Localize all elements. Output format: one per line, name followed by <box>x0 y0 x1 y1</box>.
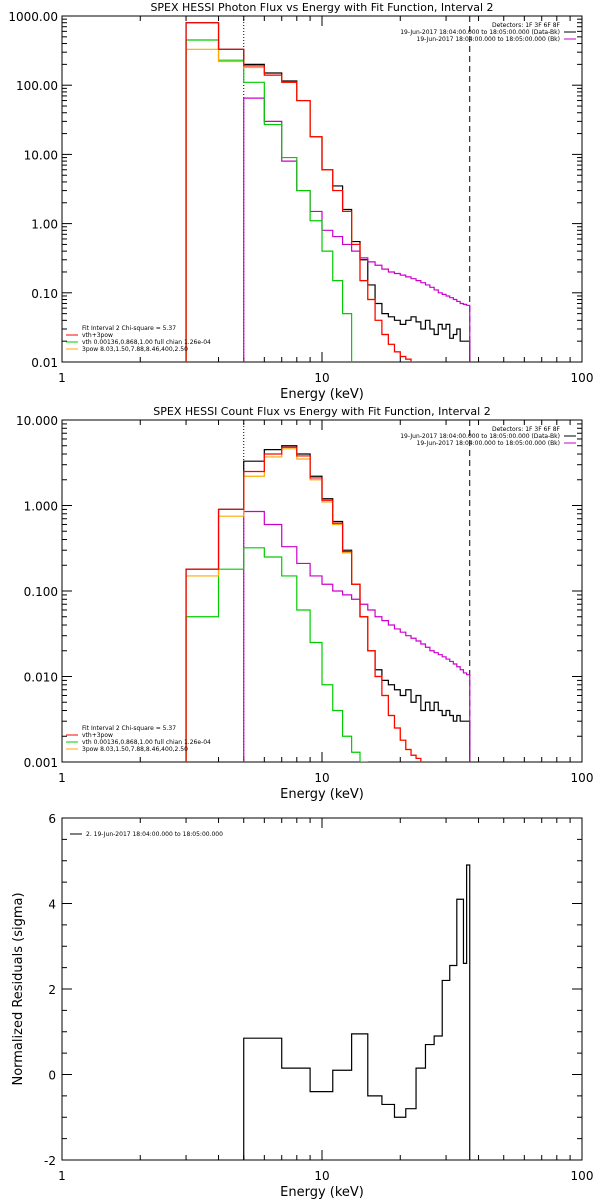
plot-frame <box>61 419 583 763</box>
legend-entry: Fit Interval 2 Chi-square = 5.37 <box>82 725 176 732</box>
y-tick-label: 6 <box>48 812 56 826</box>
legend-entry: vth 0.00136,0.868,1.00 full chian 1.26e-… <box>82 739 211 746</box>
y-tick-label: 10.00 <box>24 148 58 162</box>
chart-title: SPEX HESSI Photon Flux vs Energy with Fi… <box>150 1 493 14</box>
x-tick-label: 10 <box>314 1169 329 1183</box>
legend-entry: vth 0.00136,0.868,1.00 full chian 1.26e-… <box>82 339 211 346</box>
legend-entry: 3pow 8.03,1.50,7.88,8.46,400,2.50 <box>82 346 188 353</box>
series-line-0 <box>243 864 471 1160</box>
series-line-3 <box>185 48 417 362</box>
legend-entry: 2. 19-Jun-2017 18:04:00.000 to 18:05:00.… <box>86 831 223 838</box>
y-tick-label: 2 <box>48 983 56 997</box>
legend-entry: 19-Jun-2017 18:04:00.000 to 18:05:00.000… <box>400 29 560 36</box>
y-tick-label: 0 <box>48 1069 56 1083</box>
x-tick-label: 100 <box>571 371 594 385</box>
x-tick-label: 10 <box>314 371 329 385</box>
x-tick-label: 1 <box>58 1169 66 1183</box>
plot-frame <box>61 817 583 1161</box>
legend-entry: vth+3pow <box>82 332 113 339</box>
plot-frame <box>61 15 583 363</box>
series-line-0 <box>185 445 471 762</box>
series-line-0 <box>185 22 471 362</box>
photon-flux-panel: SPEX HESSI Photon Flux vs Energy with Fi… <box>8 1 593 402</box>
x-axis-label: Energy (keV) <box>280 1185 364 1200</box>
legend-entry: Fit Interval 2 Chi-square = 5.37 <box>82 325 176 332</box>
y-tick-label: 0.01 <box>31 356 58 370</box>
y-tick-label: 0.001 <box>24 756 58 770</box>
y-tick-label: 1000.00 <box>8 10 58 24</box>
x-tick-label: 100 <box>571 771 594 785</box>
y-axis-label: Normalized Residuals (sigma) <box>11 892 26 1085</box>
y-tick-label: 100.00 <box>16 79 58 93</box>
series-line-4 <box>185 22 417 362</box>
series-line-1 <box>243 510 471 762</box>
y-tick-label: 4 <box>48 898 56 912</box>
x-tick-label: 1 <box>58 371 66 385</box>
residuals-panel: Energy (keV) Normalized Residuals (sigma)… <box>11 812 593 1200</box>
count-flux-panel: SPEX HESSI Count Flux vs Energy with Fit… <box>16 405 593 802</box>
y-tick-label: -2 <box>44 1154 56 1168</box>
y-tick-label: 0.10 <box>31 287 58 301</box>
series-group <box>185 22 471 362</box>
series-group <box>185 445 471 762</box>
legend-entry: vth+3pow <box>82 732 113 739</box>
x-axis-label: Energy (keV) <box>280 787 364 802</box>
series-line-2 <box>185 547 368 762</box>
x-tick-label: 1 <box>58 771 66 785</box>
y-tick-label: 0.010 <box>24 671 58 685</box>
series-line-4 <box>185 446 439 762</box>
legend-entry: Detectors: 1F 3F 6F 8F <box>492 22 561 29</box>
series-line-2 <box>185 39 353 362</box>
series-line-3 <box>185 448 439 762</box>
x-tick-label: 10 <box>314 771 329 785</box>
y-tick-label: 1.00 <box>31 218 58 232</box>
legend-entry: 19-Jun-2017 18:04:00.000 to 18:05:00.000… <box>400 433 560 440</box>
x-axis-label: Energy (keV) <box>280 387 364 402</box>
legend-entry: 19-Jun-2017 18:04:00.000 to 18:05:00.000… <box>417 36 560 43</box>
chart-title: SPEX HESSI Count Flux vs Energy with Fit… <box>153 405 490 418</box>
series-line-1 <box>243 97 471 362</box>
y-tick-label: 10.000 <box>16 414 58 428</box>
y-tick-label: 0.100 <box>24 585 58 599</box>
legend-entry: Detectors: 1F 3F 6F 8F <box>492 426 561 433</box>
legend-entry: 3pow 8.03,1.50,7.88,8.46,400,2.50 <box>82 746 188 753</box>
x-tick-label: 100 <box>571 1169 594 1183</box>
series-group <box>243 864 471 1160</box>
legend-entry: 19-Jun-2017 18:04:00.000 to 18:05:00.000… <box>417 440 560 447</box>
y-tick-label: 1.000 <box>24 500 58 514</box>
